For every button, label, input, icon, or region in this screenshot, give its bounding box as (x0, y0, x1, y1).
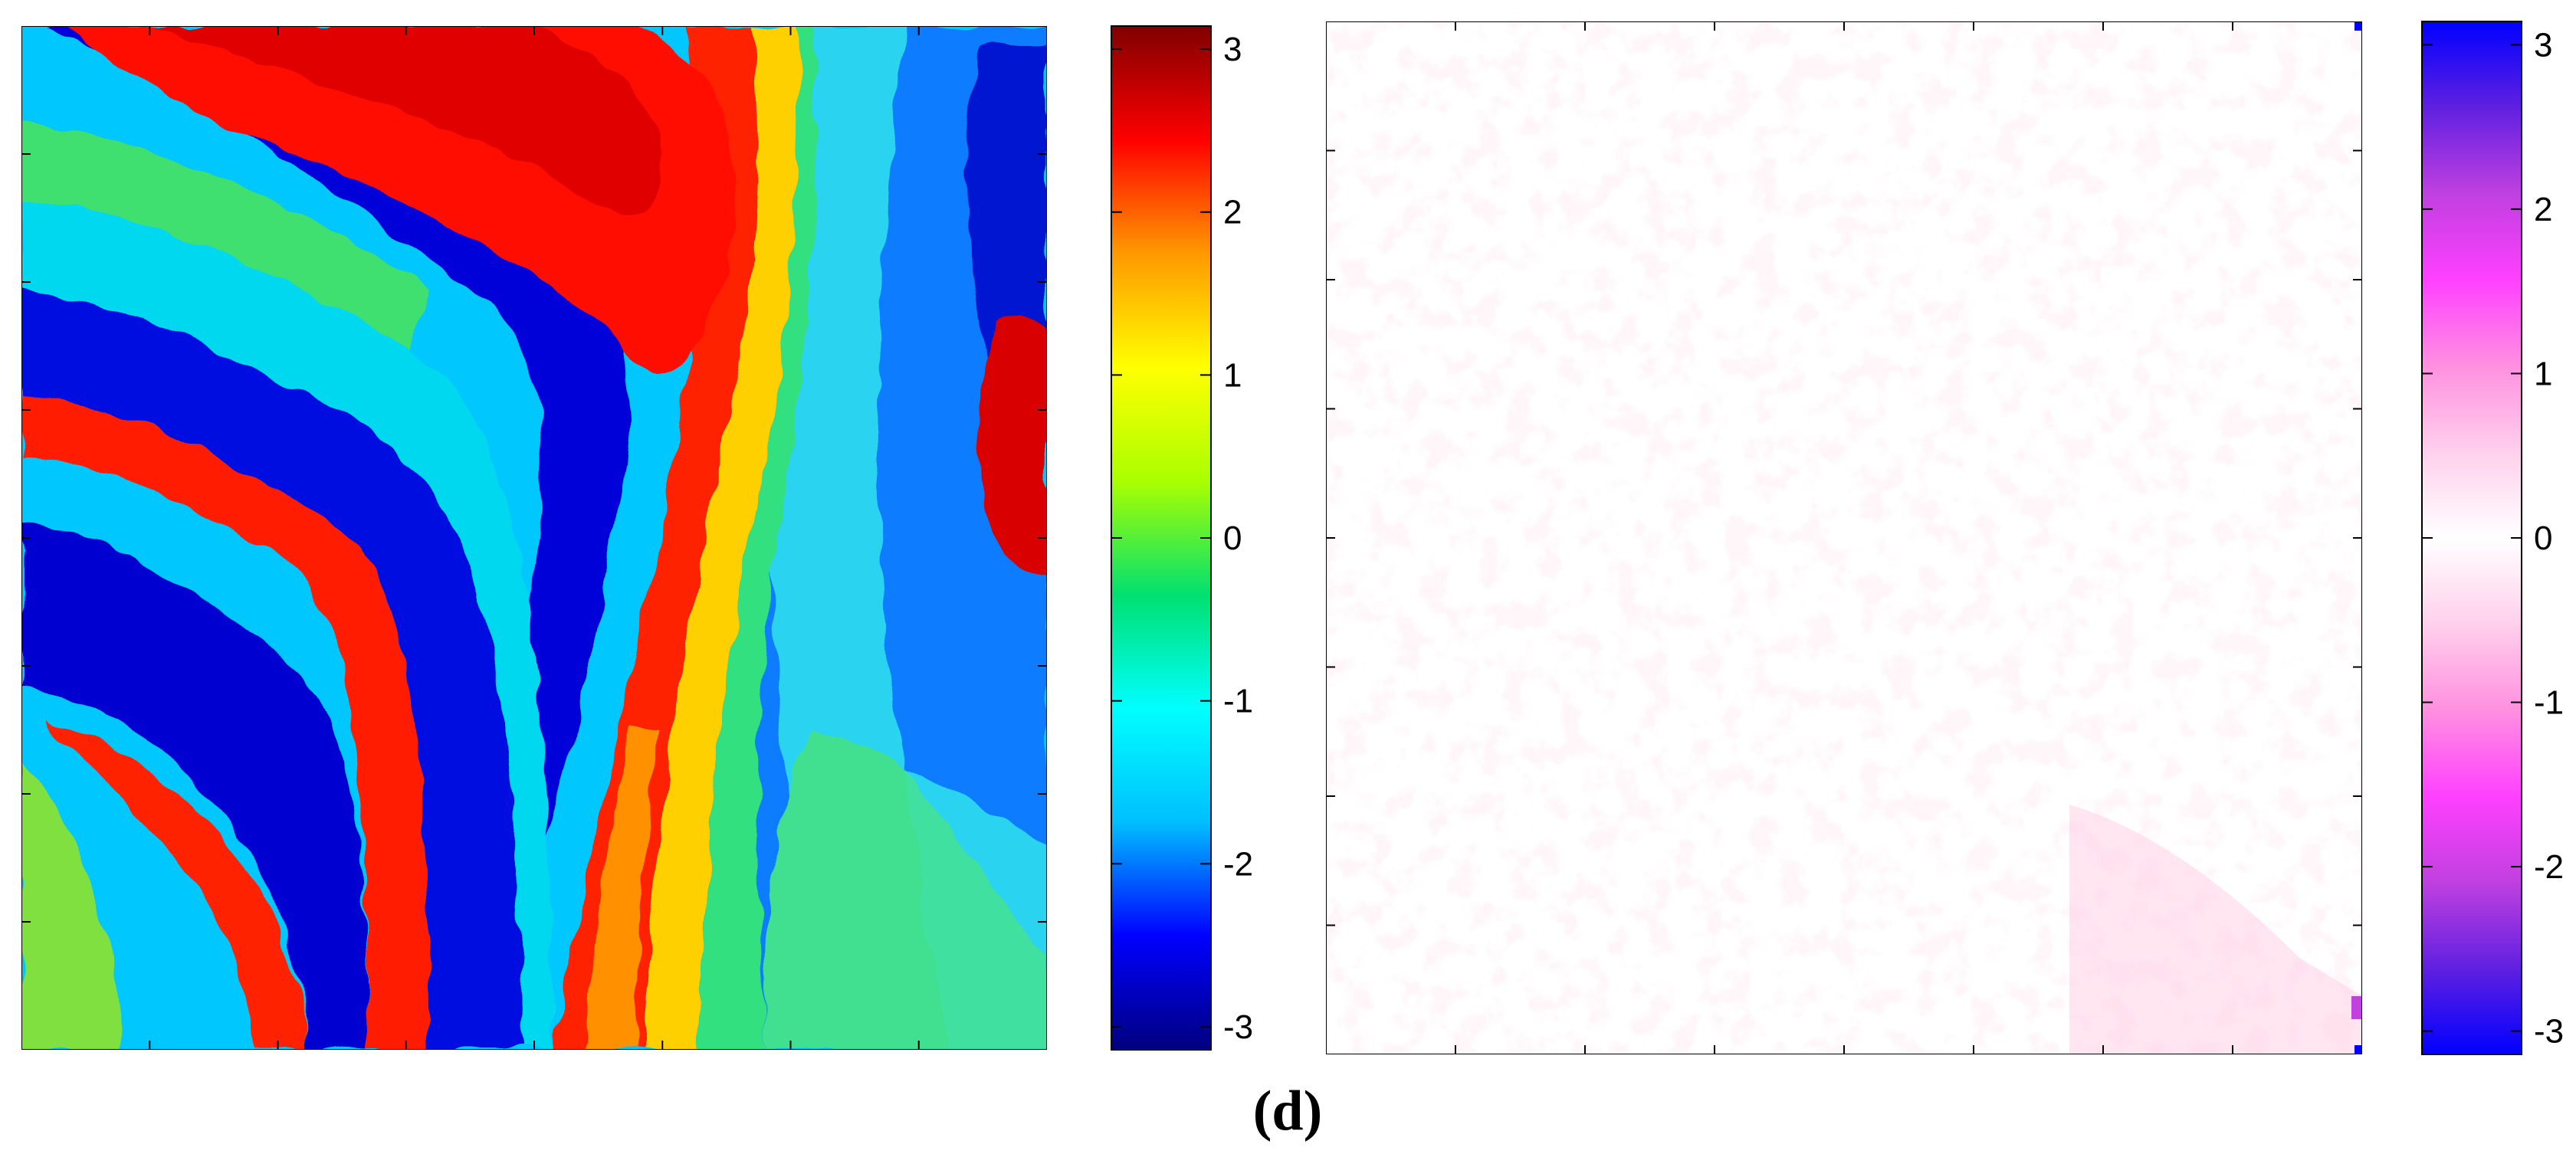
figure-caption: (d) (1253, 1080, 1322, 1143)
left-colorbar-tick-label: -1 (1223, 683, 1253, 720)
left-colorbar-ticks: 3 2 1 0 -1 -2 -3 (1111, 31, 1253, 1046)
right-colorbar-tick-label: 1 (2534, 355, 2552, 392)
left-colorbar-tick-label: 1 (1223, 356, 1242, 394)
right-colorbar-tick-label: 0 (2534, 520, 2552, 557)
left-colorbar-tick-label: -2 (1223, 845, 1253, 883)
right-colorbar-tick-label: -3 (2534, 1013, 2564, 1051)
left-colorbar-tick-label: 3 (1223, 31, 1242, 68)
right-colorbar-tick-label: 3 (2534, 26, 2552, 64)
right-colorbar-ticks: 3 2 1 0 -1 -2 -3 (2422, 26, 2564, 1051)
left-axis-ticks (21, 26, 1047, 1050)
right-axis-ticks (1326, 21, 2362, 1054)
right-colorbar-tick-label: -2 (2534, 848, 2564, 886)
right-colorbar-gradient (2421, 21, 2522, 1055)
left-colorbar-tick-label: -3 (1223, 1008, 1253, 1046)
left-colorbar-tick-label: 2 (1223, 194, 1242, 231)
right-colorbar: 3 2 1 0 -1 -2 -3 (2421, 21, 2564, 1055)
right-colorbar-tick-label: -1 (2534, 684, 2564, 722)
right-heatmap (1326, 21, 2362, 1054)
right-colorbar-tick-label: 2 (2534, 191, 2552, 228)
right-plot (1326, 21, 2362, 1054)
left-colorbar-gradient (1111, 25, 1212, 1051)
left-plot (21, 26, 1047, 1050)
left-heatmap (21, 26, 1047, 1050)
left-colorbar-tick-label: 0 (1223, 520, 1242, 557)
left-colorbar: 3 2 1 0 -1 -2 -3 (1111, 25, 1253, 1051)
